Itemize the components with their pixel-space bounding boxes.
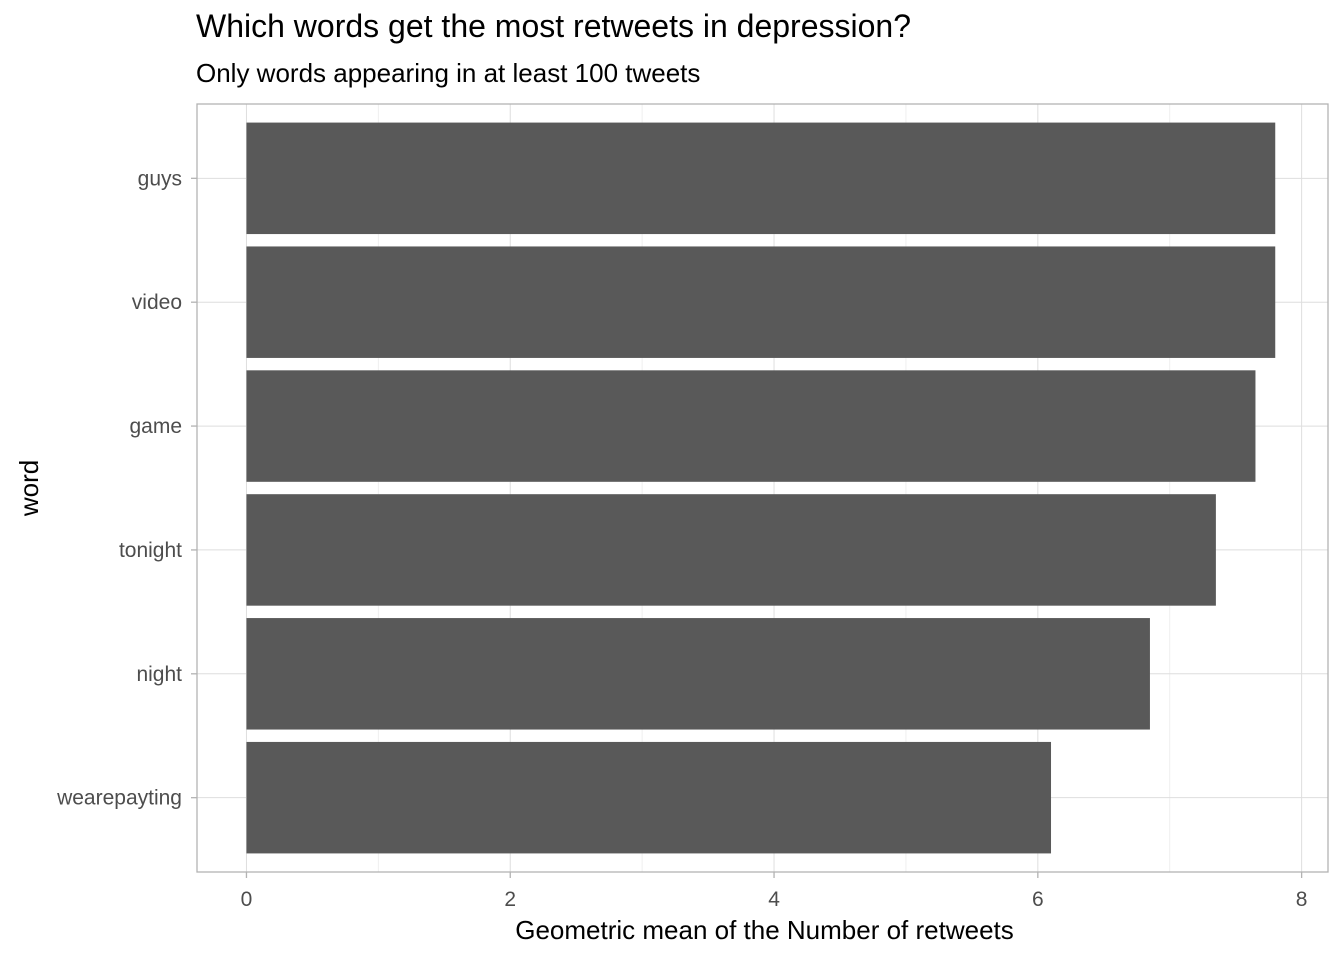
bar-game <box>246 370 1256 482</box>
y-axis-title: word <box>14 460 44 517</box>
bar-guys <box>246 122 1276 235</box>
chart-subtitle: Only words appearing in at least 100 twe… <box>196 58 701 88</box>
y-tick-label: video <box>132 291 182 314</box>
bar-night <box>246 618 1150 730</box>
y-tick-label: tonight <box>119 539 182 562</box>
x-tick-label: 0 <box>241 888 253 911</box>
y-tick-label: night <box>136 663 182 686</box>
bar-wearepayting <box>246 741 1052 854</box>
panel-border <box>196 103 1329 873</box>
x-tick-label: 2 <box>504 888 516 911</box>
x-axis-title: Geometric mean of the Number of retweets <box>515 915 1014 945</box>
bar-tonight <box>246 494 1216 606</box>
y-axis-ticks: guys video game tonight night wearepayting <box>56 167 197 810</box>
x-tick-label: 6 <box>1032 888 1044 911</box>
y-tick-label: game <box>129 415 182 438</box>
bar-video <box>246 246 1276 358</box>
chart-title: Which words get the most retweets in dep… <box>196 8 911 44</box>
x-axis-ticks: 0 2 4 6 8 <box>241 872 1308 911</box>
y-tick-label: guys <box>138 167 182 190</box>
x-tick-label: 8 <box>1296 888 1308 911</box>
y-tick-label: wearepayting <box>56 787 182 810</box>
x-tick-label: 4 <box>768 888 780 911</box>
bars <box>246 122 1276 854</box>
